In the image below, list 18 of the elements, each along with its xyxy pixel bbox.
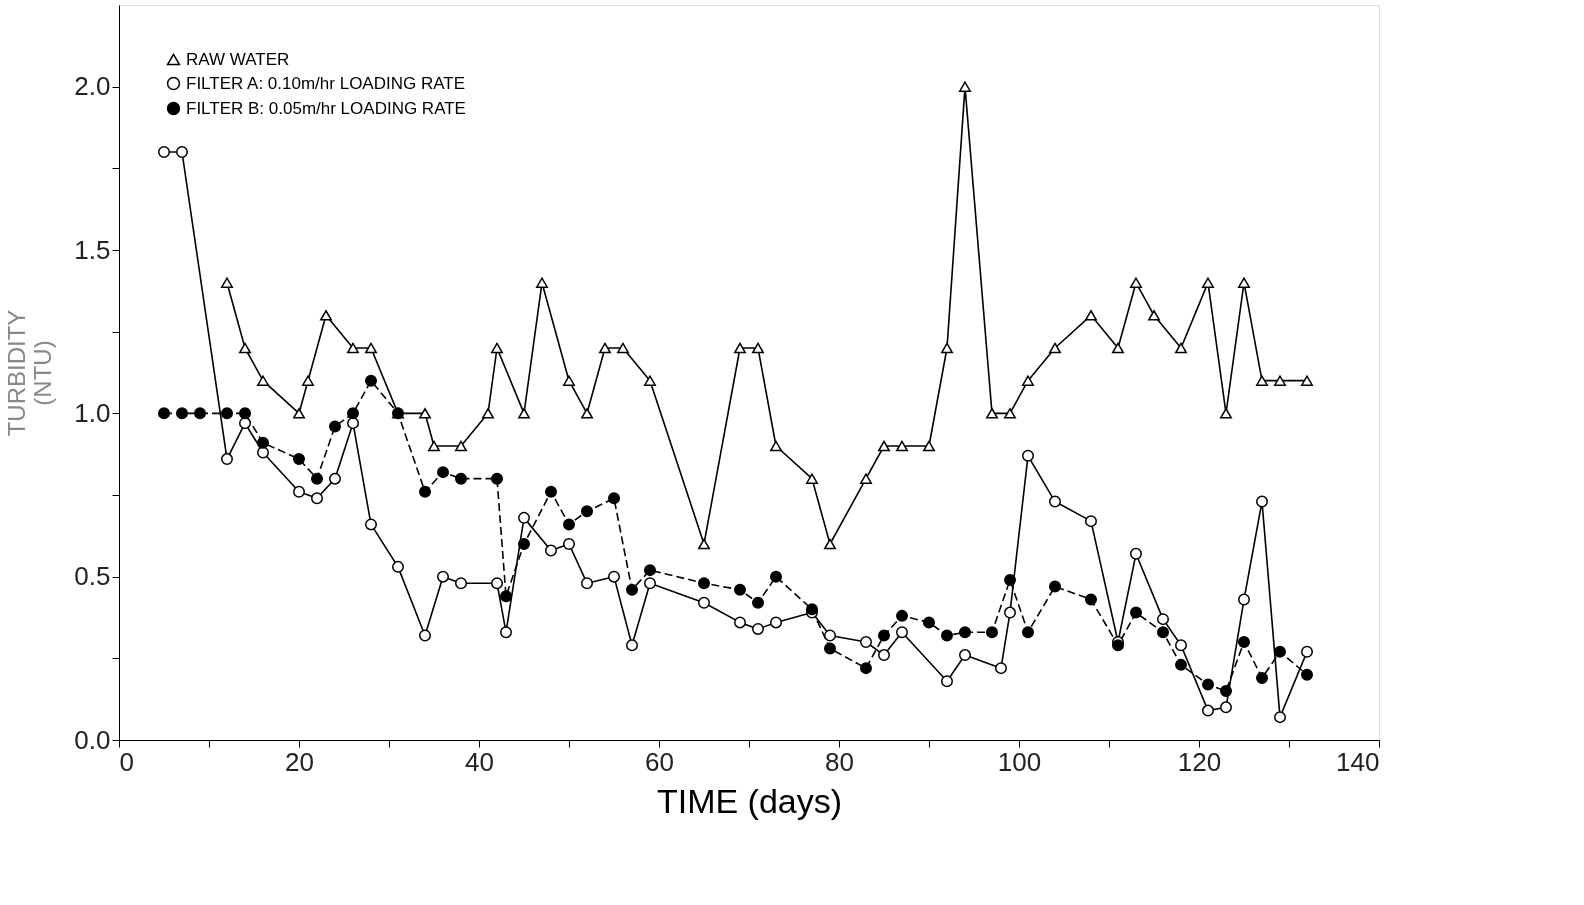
x-tick-label: 40 [465,746,494,777]
x-tick-label: 100 [997,746,1042,777]
x-tick-label: 0 [119,746,134,777]
y-tick-label: 0.0 [74,724,111,755]
x-tick-label: 120 [1177,746,1222,777]
x-tick-label: 60 [645,746,674,777]
legend-label: RAW WATER [186,49,290,69]
y-tick-label: 1.0 [74,397,111,428]
legend-label: FILTER B: 0.05m/hr LOADING RATE [186,98,466,118]
legend-label: FILTER A: 0.10m/hr LOADING RATE [186,73,465,93]
x-tick-label: 20 [285,746,314,777]
x-tick-label: 80 [825,746,854,777]
y-tick-label: 1.5 [74,234,111,265]
y-tick-label: 2.0 [74,71,111,102]
x-tick-label: 140 [1336,746,1380,777]
y-tick-label: 0.5 [74,561,111,592]
y-axis-title: TURBIDITY (NTU) [3,309,57,437]
x-axis-title: TIME (days) [656,781,843,820]
